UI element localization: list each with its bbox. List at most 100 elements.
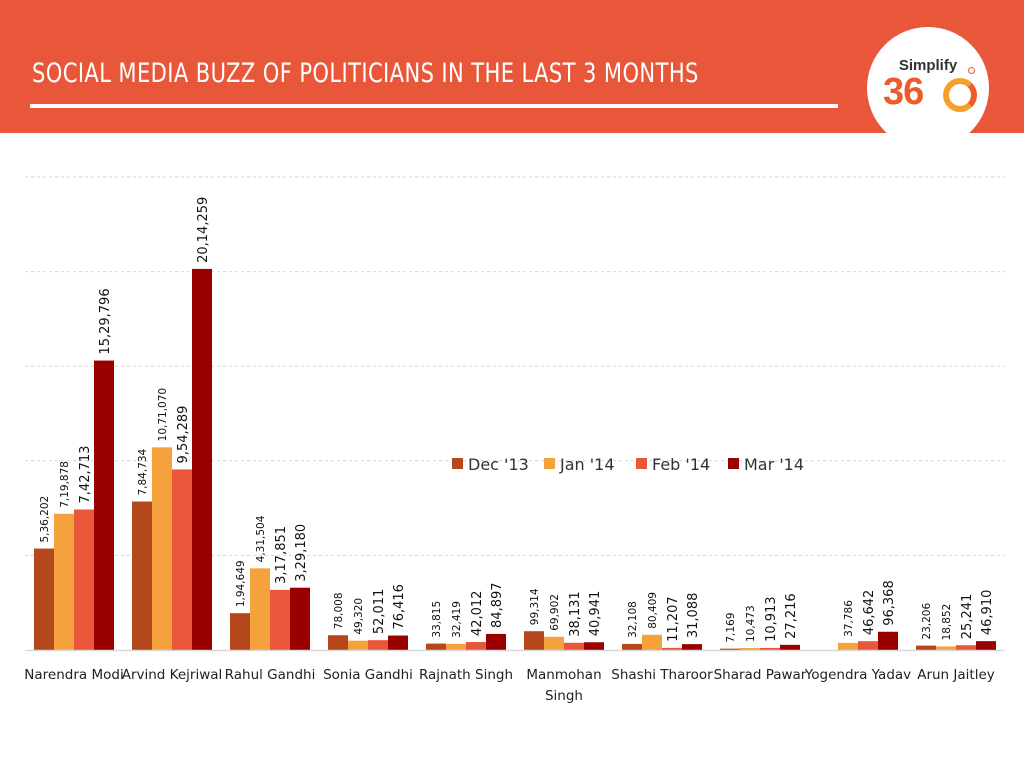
data-label: 38,131 <box>568 591 583 637</box>
logo-ring-icon <box>943 78 977 112</box>
bar <box>348 640 368 650</box>
bar <box>858 641 878 650</box>
data-label: 32,419 <box>451 601 463 638</box>
data-label: 11,207 <box>666 596 681 642</box>
bar <box>54 513 74 650</box>
page-title: SOCIAL MEDIA BUZZ OF POLITICIANS IN THE … <box>32 58 699 89</box>
category-label: Sharad Pawar <box>714 667 807 683</box>
bar <box>662 647 682 650</box>
data-label: 99,314 <box>529 588 541 625</box>
legend-swatch <box>544 458 555 469</box>
legend-label: Feb '14 <box>652 455 710 474</box>
logo-degree-icon <box>968 67 975 74</box>
data-label: 7,84,734 <box>137 448 149 495</box>
simplify360-logo: Simplify 36 <box>867 27 989 149</box>
data-label: 37,786 <box>843 600 855 637</box>
bar <box>956 645 976 650</box>
bar <box>426 643 446 650</box>
data-label: 46,642 <box>862 590 877 636</box>
data-label: 15,29,796 <box>98 288 113 354</box>
bar <box>838 642 858 650</box>
data-label: 69,902 <box>549 594 561 631</box>
data-label: 76,416 <box>392 584 407 630</box>
legend-swatch <box>452 458 463 469</box>
category-label: Manmohan <box>526 667 601 683</box>
data-label: 7,169 <box>725 613 737 643</box>
category-label: Arun Jaitley <box>917 667 995 683</box>
bar <box>524 631 544 650</box>
bar <box>132 501 152 650</box>
category-label: Arvind Kejriwal <box>122 667 223 683</box>
category-label: Rajnath Singh <box>419 667 513 683</box>
data-label: 7,42,713 <box>78 446 93 504</box>
bar <box>916 645 936 650</box>
category-label: Rahul Gandhi <box>225 667 316 683</box>
bar <box>544 636 564 650</box>
data-label: 4,31,504 <box>255 515 267 562</box>
bar <box>976 641 996 650</box>
data-label: 46,910 <box>980 590 995 636</box>
bar <box>486 633 506 650</box>
category-label: Yogendra Yadav <box>804 667 911 683</box>
bar <box>878 631 898 650</box>
bar <box>642 634 662 650</box>
bar <box>564 642 584 650</box>
bar <box>740 648 760 650</box>
data-label: 27,216 <box>784 593 799 639</box>
data-label: 25,241 <box>960 594 975 640</box>
data-label: 78,008 <box>333 592 345 629</box>
data-label: 5,36,202 <box>39 496 51 543</box>
bar <box>780 644 800 650</box>
bar <box>622 643 642 650</box>
bar <box>584 642 604 650</box>
legend-label: Jan '14 <box>559 455 615 474</box>
bar <box>94 360 114 650</box>
bar <box>172 469 192 650</box>
data-label: 42,012 <box>470 591 485 637</box>
bar <box>368 640 388 650</box>
data-label: 1,94,649 <box>235 560 247 607</box>
data-label: 20,14,259 <box>196 197 211 263</box>
data-label: 84,897 <box>490 582 505 628</box>
data-label: 33,815 <box>431 601 443 638</box>
data-label: 18,852 <box>941 604 953 641</box>
bar <box>388 635 408 650</box>
data-label: 3,29,180 <box>294 524 309 582</box>
bar <box>250 568 270 650</box>
data-label: 10,473 <box>745 605 757 642</box>
legend-label: Mar '14 <box>744 455 804 474</box>
bar <box>720 648 740 650</box>
bar <box>446 643 466 650</box>
data-label: 23,206 <box>921 603 933 640</box>
bar <box>466 642 486 650</box>
bar <box>760 647 780 650</box>
bar <box>682 644 702 650</box>
data-label: 80,409 <box>647 592 659 629</box>
data-label: 31,088 <box>686 593 701 639</box>
bar <box>74 509 94 650</box>
data-label: 96,368 <box>882 580 897 626</box>
data-label: 40,941 <box>588 591 603 637</box>
logo-number: 36 <box>883 71 924 113</box>
category-label: Shashi Tharoor <box>611 667 713 683</box>
bar <box>34 548 54 650</box>
category-label: Sonia Gandhi <box>323 667 413 683</box>
legend-label: Dec '13 <box>468 455 529 474</box>
data-label: 49,320 <box>353 598 365 635</box>
title-underline <box>30 104 838 108</box>
data-label: 10,71,070 <box>157 388 169 441</box>
data-label: 9,54,289 <box>176 406 191 464</box>
bar <box>328 635 348 650</box>
category-label: Narendra Modi <box>24 667 123 683</box>
bar <box>152 447 172 650</box>
data-label: 32,108 <box>627 601 639 638</box>
header-bar: SOCIAL MEDIA BUZZ OF POLITICIANS IN THE … <box>0 0 1024 133</box>
bar <box>192 268 212 650</box>
bar <box>290 587 310 650</box>
data-label: 10,913 <box>764 596 779 642</box>
category-label: Singh <box>545 688 583 704</box>
legend-swatch <box>636 458 647 469</box>
bar <box>936 646 956 650</box>
bar <box>230 613 250 650</box>
